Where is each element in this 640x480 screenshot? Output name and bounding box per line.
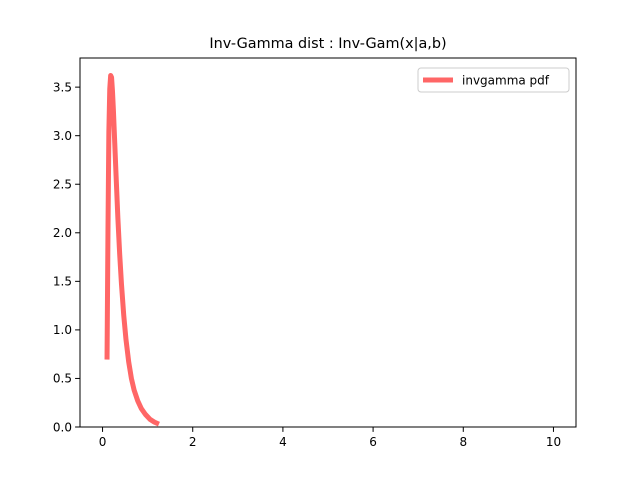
y-tick-label: 2.5 xyxy=(53,178,72,192)
axes-frame xyxy=(79,57,577,428)
chart-title: Inv-Gamma dist : Inv-Gam(x|a,b) xyxy=(209,36,446,52)
x-tick-label: 6 xyxy=(369,435,377,449)
legend: invgamma pdf xyxy=(417,67,570,93)
legend-box xyxy=(417,67,570,93)
y-tick-label: 3.5 xyxy=(53,80,72,94)
y-tick-label: 2.0 xyxy=(53,226,72,240)
legend-label: invgamma pdf xyxy=(462,74,550,88)
x-tick-label: 10 xyxy=(546,435,561,449)
axes: 0 2 4 6 8 10 0.0 0.5 1.0 1.5 2.0 2.5 3.0 3.5 xyxy=(53,57,577,449)
plot-area xyxy=(104,72,160,427)
y-tick-label: 1.0 xyxy=(53,323,72,337)
y-tick-label: 0.5 xyxy=(53,372,72,386)
series-line-0 xyxy=(104,72,160,427)
x-tick-label: 0 xyxy=(99,435,107,449)
x-tick-label: 2 xyxy=(189,435,197,449)
x-tick-label: 8 xyxy=(459,435,467,449)
x-tick-label: 4 xyxy=(279,435,287,449)
y-tick-label: 3.0 xyxy=(53,129,72,143)
y-tick-label: 1.5 xyxy=(53,275,72,289)
y-tick-label: 0.0 xyxy=(53,420,72,434)
